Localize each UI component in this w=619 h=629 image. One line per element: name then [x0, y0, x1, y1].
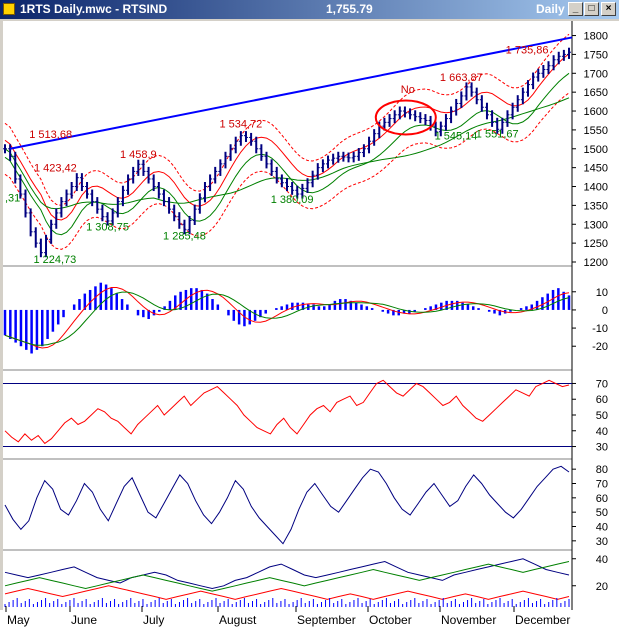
price-tick-label: 1750	[584, 49, 608, 61]
osc-tick-label: 20	[596, 581, 608, 593]
price-tick-label: 1700	[584, 68, 608, 80]
stoch-tick-label: 60	[596, 493, 608, 505]
price-annotation: 1 458,9	[120, 149, 157, 161]
stoch-tick-label: 30	[596, 536, 608, 548]
volume-group	[4, 598, 570, 607]
oscillator-line	[4, 585, 570, 600]
minimize-button[interactable]: _	[568, 2, 583, 16]
price-tick-label: 1350	[584, 200, 608, 212]
price-annotation: 1 545,14	[435, 131, 478, 143]
stoch-tick-label: 80	[596, 464, 608, 476]
month-label: May	[7, 613, 30, 627]
price-annotation: 1 534,72	[219, 119, 262, 131]
rsi-tick-label: 30	[596, 442, 608, 454]
maximize-button[interactable]: □	[584, 2, 599, 16]
rsi-tick-label: 50	[596, 410, 608, 422]
price-bars-group	[3, 47, 571, 258]
price-annotation: 1 735,86	[506, 45, 549, 57]
app-icon	[3, 3, 15, 15]
resistance-trendline	[9, 36, 573, 150]
price-annotation: 1 423,42	[34, 162, 77, 174]
window-title: 1RTS Daily.mwc - RTSIND	[20, 2, 168, 16]
price-tick-label: 1500	[584, 144, 608, 156]
month-label: July	[143, 613, 164, 627]
price-annotation: 1 308,75	[86, 221, 129, 233]
price-annotation: 1 224,73	[33, 254, 76, 266]
lower-inner-band-line	[4, 72, 570, 236]
close-button[interactable]: ×	[601, 2, 616, 16]
macd-histogram-group	[3, 282, 571, 354]
date-axis-strip	[0, 610, 619, 629]
rsi-line	[4, 379, 570, 445]
price-tick-label: 1300	[584, 219, 608, 231]
stochastic-line	[4, 465, 570, 545]
price-annotation: 1 513,68	[29, 129, 72, 141]
price-annotation: 1 551,67	[476, 128, 519, 140]
price-tick-label: 1600	[584, 106, 608, 118]
month-label: October	[369, 613, 412, 627]
month-label: August	[219, 613, 257, 627]
price-annotation: 1 285,48	[163, 230, 206, 242]
last-price: 1,755.79	[326, 2, 373, 16]
stoch-tick-label: 70	[596, 479, 608, 491]
price-axis-strip	[572, 21, 619, 610]
osc-tick-label: 40	[596, 554, 608, 566]
oscillator-line	[4, 558, 570, 590]
oscillator-line	[4, 561, 570, 592]
price-tick-label: 1400	[584, 182, 608, 194]
price-annotation: No	[401, 84, 415, 96]
highlight-ellipse	[374, 99, 437, 136]
rsi-tick-label: 70	[596, 378, 608, 390]
rsi-tick-label: 60	[596, 394, 608, 406]
stoch-tick-label: 40	[596, 522, 608, 534]
price-tick-label: 1800	[584, 31, 608, 43]
price-annotation: ,31	[5, 193, 20, 205]
month-label: December	[515, 613, 570, 627]
macd-line	[4, 287, 570, 349]
price-annotation: 1 380,09	[271, 194, 314, 206]
price-tick-label: 1450	[584, 163, 608, 175]
upper-inner-band-line	[4, 53, 570, 221]
macd-tick-label: -20	[592, 341, 608, 353]
price-tick-label: 1200	[584, 257, 608, 269]
month-label: June	[71, 613, 97, 627]
long-moving-average-line	[4, 97, 570, 210]
period-label: Daily	[536, 2, 565, 16]
macd-tick-label: 0	[602, 305, 608, 317]
price-tick-label: 1650	[584, 87, 608, 99]
macd-tick-label: -10	[592, 323, 608, 335]
title-bar[interactable]: 1RTS Daily.mwc - RTSIND 1,755.79 Daily _…	[0, 0, 619, 19]
macd-signal-line	[4, 291, 570, 346]
month-label: September	[297, 613, 356, 627]
price-tick-label: 1550	[584, 125, 608, 137]
price-annotation: 1 663,87	[440, 72, 483, 84]
macd-tick-label: 10	[596, 287, 608, 299]
rsi-tick-label: 40	[596, 426, 608, 438]
price-tick-label: 1250	[584, 238, 608, 250]
upper-envelope-line	[4, 33, 570, 206]
stoch-tick-label: 50	[596, 507, 608, 519]
month-label: November	[441, 613, 496, 627]
